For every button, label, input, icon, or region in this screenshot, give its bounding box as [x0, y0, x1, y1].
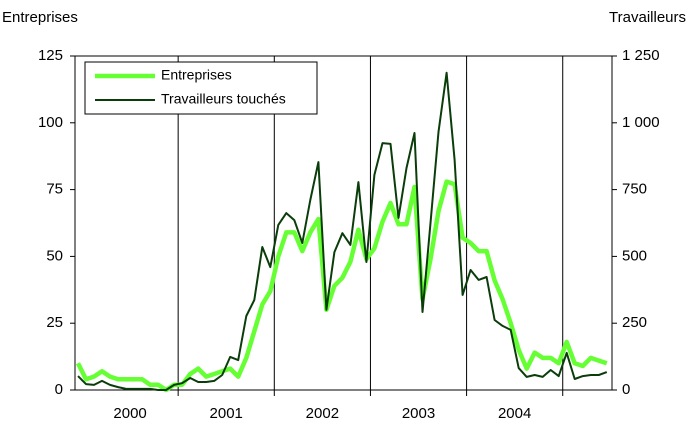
legend-box — [84, 61, 318, 115]
y-tick-label: 25 — [46, 314, 63, 331]
x-tick-label: 2001 — [210, 405, 243, 422]
legend-label: Entreprises — [161, 67, 232, 83]
y2-tick-label: 250 — [622, 314, 647, 331]
y2-tick-label: 0 — [622, 381, 630, 398]
y-axis-title: Entreprises — [2, 9, 78, 26]
y2-tick-label: 1 250 — [622, 47, 660, 64]
plot-frame — [74, 55, 613, 391]
y-tick-label: 50 — [46, 247, 63, 264]
y-tick-label: 75 — [46, 181, 63, 198]
x-tick-label: 2004 — [498, 405, 531, 422]
y2-tick-label: 1 000 — [622, 114, 660, 131]
series-line — [75, 179, 608, 393]
y-tick-label: 125 — [38, 47, 63, 64]
y2-tick-label: 500 — [622, 247, 647, 264]
x-tick-label: 2003 — [402, 405, 435, 422]
series-line — [77, 71, 608, 391]
legend-label: Travailleurs touchés — [161, 91, 286, 107]
y2-axis-title: Travailleurs — [609, 9, 686, 26]
y-tick-label: 0 — [55, 381, 63, 398]
x-tick-label: 2000 — [113, 405, 146, 422]
y-tick-label: 100 — [38, 114, 63, 131]
y2-tick-label: 750 — [622, 181, 647, 198]
x-tick-label: 2002 — [306, 405, 339, 422]
